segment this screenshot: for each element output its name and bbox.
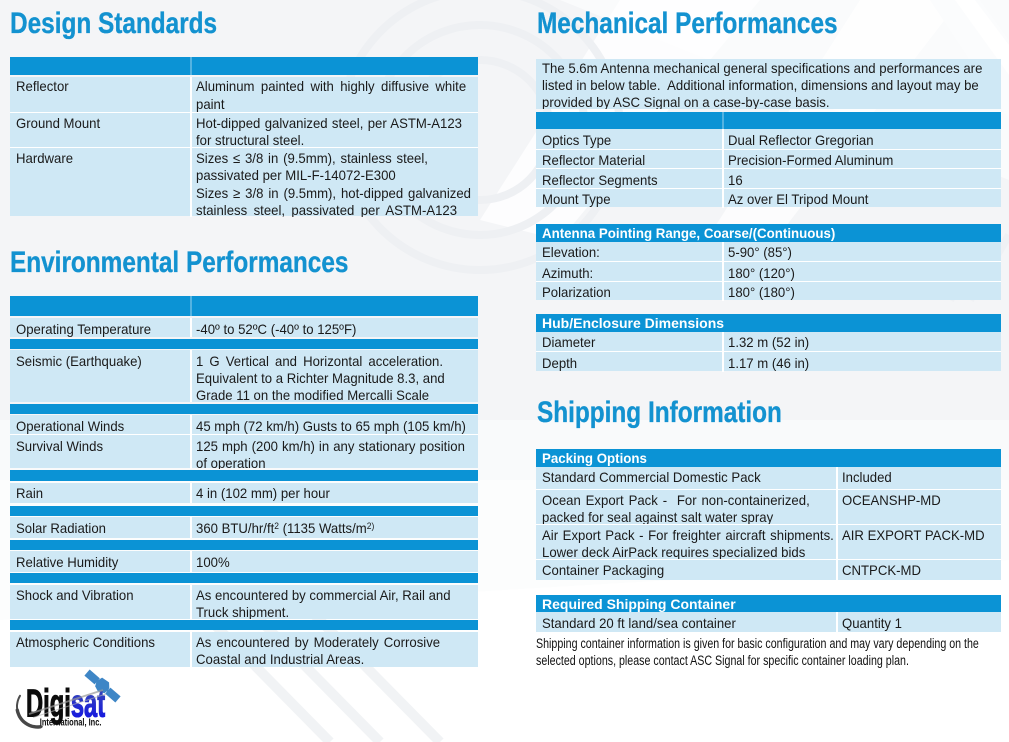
svg-text:International, Inc.: International, Inc.: [40, 717, 102, 728]
